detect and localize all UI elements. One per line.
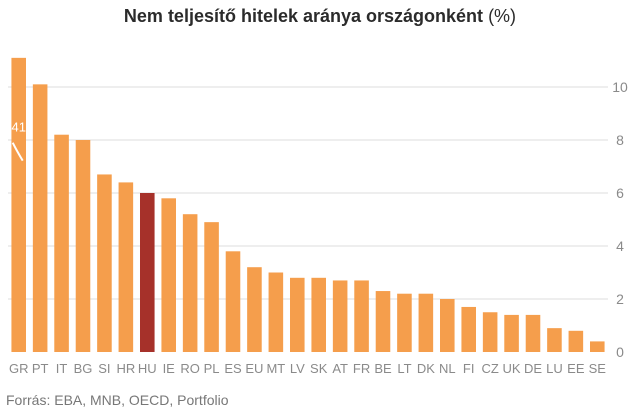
x-tick-label: EE [567,361,585,376]
x-tick-label: AT [332,361,348,376]
x-tick-label: BG [74,361,93,376]
chart-title-text: Nem teljesítő hitelek aránya országonkén… [123,6,484,26]
bar-bg [75,140,91,352]
bar-es [225,251,241,352]
x-tick-label: IE [163,361,176,376]
x-tick-label: SI [98,361,110,376]
bar-it [54,134,69,352]
bar-mt [268,272,284,352]
x-tick-label: IT [56,361,68,376]
bar-gr [11,57,26,352]
y-tick-label: 6 [616,185,624,201]
bar-cz [482,312,498,352]
x-tick-label: HU [138,361,157,376]
bar-lt [397,293,412,352]
bar-sk [311,277,326,352]
y-tick-label: 0 [616,344,624,360]
bar-be [375,291,391,352]
x-tick-label: ES [224,361,242,376]
bar-lv [290,277,305,352]
x-tick-label: FR [353,361,370,376]
chart-title-unit: (%) [488,6,517,26]
x-tick-label: DE [524,361,542,376]
x-tick-label: GR [9,361,29,376]
x-tick-label: CZ [481,361,498,376]
y-tick-label: 8 [616,132,624,148]
y-tick-label: 4 [616,238,624,254]
bar-ie [161,198,176,352]
bar-at [332,280,348,352]
bar-eu [247,267,262,352]
bar-nl [440,299,455,352]
x-tick-label: HR [116,361,135,376]
x-tick-label: DK [417,361,435,376]
source-note: Forrás: EBA, MNB, OECD, Portfolio [6,392,229,408]
bar-pt [32,84,48,352]
chart-title: Nem teljesítő hitelek aránya országonkén… [0,6,640,27]
bar-si [97,174,112,352]
x-tick-label: RO [180,361,200,376]
bar-de [525,314,541,352]
annotation-marker [11,142,24,162]
x-tick-label: BE [374,361,392,376]
bar-uk [504,314,519,352]
bar-fr [354,280,369,352]
x-tick-label: FI [463,361,475,376]
bar-hr [118,182,134,352]
x-tick-label: PT [32,361,49,376]
bar-pl [204,222,219,352]
y-tick-label: 10 [612,79,628,95]
x-tick-label: SE [589,361,607,376]
x-tick-label: LU [546,361,563,376]
x-tick-label: NL [439,361,456,376]
x-tick-label: UK [503,361,521,376]
x-tick-label: LT [397,361,411,376]
bar-ee [568,330,584,352]
bar-se [590,341,605,352]
bar-hu [140,193,155,352]
bar-fi [461,306,476,352]
x-tick-label: PL [204,361,220,376]
x-tick-label: EU [245,361,263,376]
x-tick-label: LV [290,361,305,376]
bar-dk [418,293,434,352]
annotation-label: 41 [11,120,25,135]
bar-lu [547,328,562,352]
x-tick-label: SK [310,361,328,376]
x-tick-label: MT [266,361,285,376]
y-tick-label: 2 [616,291,624,307]
bar-ro [182,214,198,352]
